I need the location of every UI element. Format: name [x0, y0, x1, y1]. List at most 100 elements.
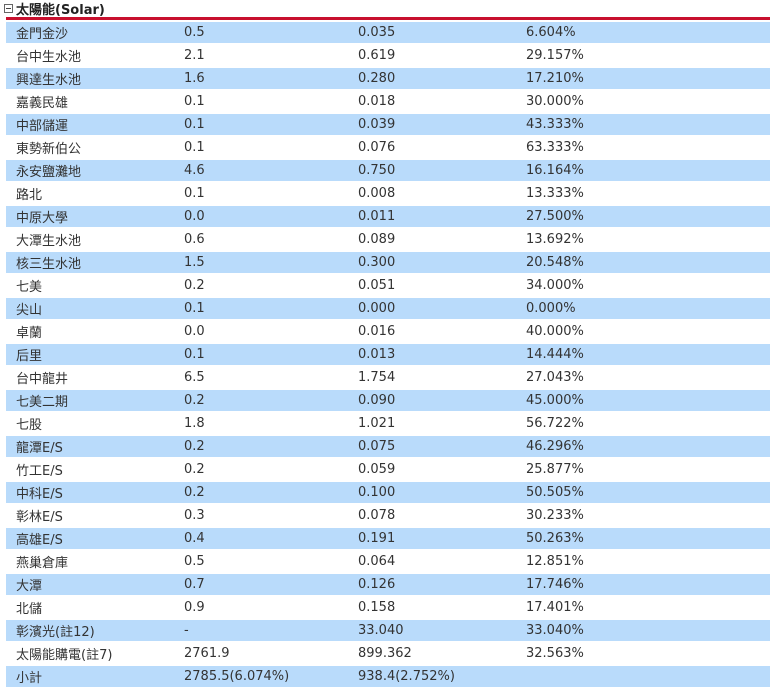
generation-cell: 0.059	[348, 458, 516, 482]
table-row: 太陽能購電(註7) 2761.9 899.362 32.563%	[6, 642, 770, 666]
generation-cell: 0.013	[348, 343, 516, 367]
generation-cell: 0.064	[348, 550, 516, 574]
generation-cell: 0.619	[348, 44, 516, 68]
unit-name-cell: 永安鹽灘地	[6, 159, 174, 183]
table-row: 路北 0.1 0.008 13.333%	[6, 182, 770, 206]
table-row: 龍潭E/S 0.2 0.075 46.296%	[6, 435, 770, 459]
unit-name-cell: 金門金沙	[6, 22, 174, 45]
table-row: 彰濱光(註12) -33.040 33.040%	[6, 619, 770, 643]
table-row: 東勢新伯公 0.1 0.076 63.333%	[6, 136, 770, 160]
capacity-cell: 0.6	[174, 228, 348, 252]
unit-name-cell: 尖山	[6, 297, 174, 321]
table-row: 大潭生水池 0.6 0.089 13.692%	[6, 228, 770, 252]
table-row: 燕巢倉庫 0.5 0.064 12.851%	[6, 550, 770, 574]
unit-name-cell: 台中生水池	[6, 44, 174, 68]
unit-name-cell: 七美	[6, 274, 174, 298]
ratio-cell: 13.692%	[516, 228, 770, 252]
generation-cell: 1.754	[348, 366, 516, 390]
table-row: 后里 0.1 0.013 14.444%	[6, 343, 770, 367]
ratio-cell: 50.505%	[516, 481, 770, 505]
ratio-cell: 14.444%	[516, 343, 770, 367]
collapse-icon[interactable]	[4, 4, 13, 13]
ratio-cell	[516, 665, 770, 689]
unit-name-cell: 彰濱光(註12)	[6, 619, 174, 643]
ratio-cell: 40.000%	[516, 320, 770, 344]
capacity-cell: 0.4	[174, 527, 348, 551]
table-row: 七美 0.2 0.051 34.000%	[6, 274, 770, 298]
unit-name-cell: 核三生水池	[6, 251, 174, 275]
table-row: 中部儲運 0.1 0.039 43.333%	[6, 113, 770, 137]
generation-cell: 0.051	[348, 274, 516, 298]
table-row: 中科E/S 0.2 0.100 50.505%	[6, 481, 770, 505]
ratio-cell: 43.333%	[516, 113, 770, 137]
capacity-cell: 1.5	[174, 251, 348, 275]
ratio-cell: 6.604%	[516, 22, 770, 45]
capacity-cell: 1.6	[174, 67, 348, 91]
capacity-cell: 0.1	[174, 297, 348, 321]
generation-cell: 0.008	[348, 182, 516, 206]
table-row: 中原大學 0.0 0.011 27.500%	[6, 205, 770, 229]
unit-name-cell: 大潭生水池	[6, 228, 174, 252]
ratio-cell: 50.263%	[516, 527, 770, 551]
unit-name-cell: 小計	[6, 665, 174, 689]
capacity-cell: 0.3	[174, 504, 348, 528]
capacity-cell: -	[174, 619, 348, 643]
generation-cell: 0.126	[348, 573, 516, 597]
unit-name-cell: 中部儲運	[6, 113, 174, 137]
section-title: 太陽能(Solar)	[16, 3, 105, 18]
capacity-cell: 0.0	[174, 205, 348, 229]
section-divider	[6, 17, 770, 20]
generation-cell: 0.039	[348, 113, 516, 137]
unit-name-cell: 中科E/S	[6, 481, 174, 505]
capacity-cell: 0.0	[174, 320, 348, 344]
generation-cell: 0.158	[348, 596, 516, 620]
unit-name-cell: 興達生水池	[6, 67, 174, 91]
capacity-cell: 0.1	[174, 343, 348, 367]
unit-name-cell: 后里	[6, 343, 174, 367]
table-row: 金門金沙 0.5 0.035 6.604%	[6, 22, 770, 45]
table-row: 七股 1.8 1.021 56.722%	[6, 412, 770, 436]
capacity-cell: 0.5	[174, 550, 348, 574]
ratio-cell: 25.877%	[516, 458, 770, 482]
table-row: 大潭 0.7 0.126 17.746%	[6, 573, 770, 597]
generation-cell: 0.018	[348, 90, 516, 114]
generation-cell: 0.078	[348, 504, 516, 528]
ratio-cell: 17.401%	[516, 596, 770, 620]
section-header[interactable]: 太陽能(Solar)	[0, 0, 781, 18]
unit-name-cell: 中原大學	[6, 205, 174, 229]
ratio-cell: 12.851%	[516, 550, 770, 574]
capacity-cell: 0.1	[174, 113, 348, 137]
generation-cell: 0.191	[348, 527, 516, 551]
generation-cell: 0.016	[348, 320, 516, 344]
unit-name-cell: 七股	[6, 412, 174, 436]
capacity-cell: 0.1	[174, 90, 348, 114]
unit-name-cell: 高雄E/S	[6, 527, 174, 551]
unit-name-cell: 彰林E/S	[6, 504, 174, 528]
capacity-cell: 0.2	[174, 481, 348, 505]
capacity-cell: 1.8	[174, 412, 348, 436]
capacity-cell: 0.2	[174, 435, 348, 459]
generation-cell: 0.000	[348, 297, 516, 321]
table-row: 卓蘭 0.0 0.016 40.000%	[6, 320, 770, 344]
capacity-cell: 6.5	[174, 366, 348, 390]
ratio-cell: 34.000%	[516, 274, 770, 298]
generation-cell: 1.021	[348, 412, 516, 436]
ratio-cell: 63.333%	[516, 136, 770, 160]
unit-name-cell: 大潭	[6, 573, 174, 597]
table-row: 永安鹽灘地 4.6 0.750 16.164%	[6, 159, 770, 183]
generation-cell: 938.4(2.752%)	[348, 665, 516, 689]
unit-name-cell: 太陽能購電(註7)	[6, 642, 174, 666]
generation-cell: 0.089	[348, 228, 516, 252]
generation-cell: 0.035	[348, 22, 516, 45]
generation-cell: 0.090	[348, 389, 516, 413]
table-row: 興達生水池 1.6 0.280 17.210%	[6, 67, 770, 91]
generation-cell: 0.076	[348, 136, 516, 160]
ratio-cell: 56.722%	[516, 412, 770, 436]
unit-name-cell: 龍潭E/S	[6, 435, 174, 459]
ratio-cell: 17.746%	[516, 573, 770, 597]
table-row: 台中龍井 6.5 1.754 27.043%	[6, 366, 770, 390]
generation-cell: 0.280	[348, 67, 516, 91]
unit-name-cell: 燕巢倉庫	[6, 550, 174, 574]
generation-cell: 899.362	[348, 642, 516, 666]
ratio-cell: 30.000%	[516, 90, 770, 114]
